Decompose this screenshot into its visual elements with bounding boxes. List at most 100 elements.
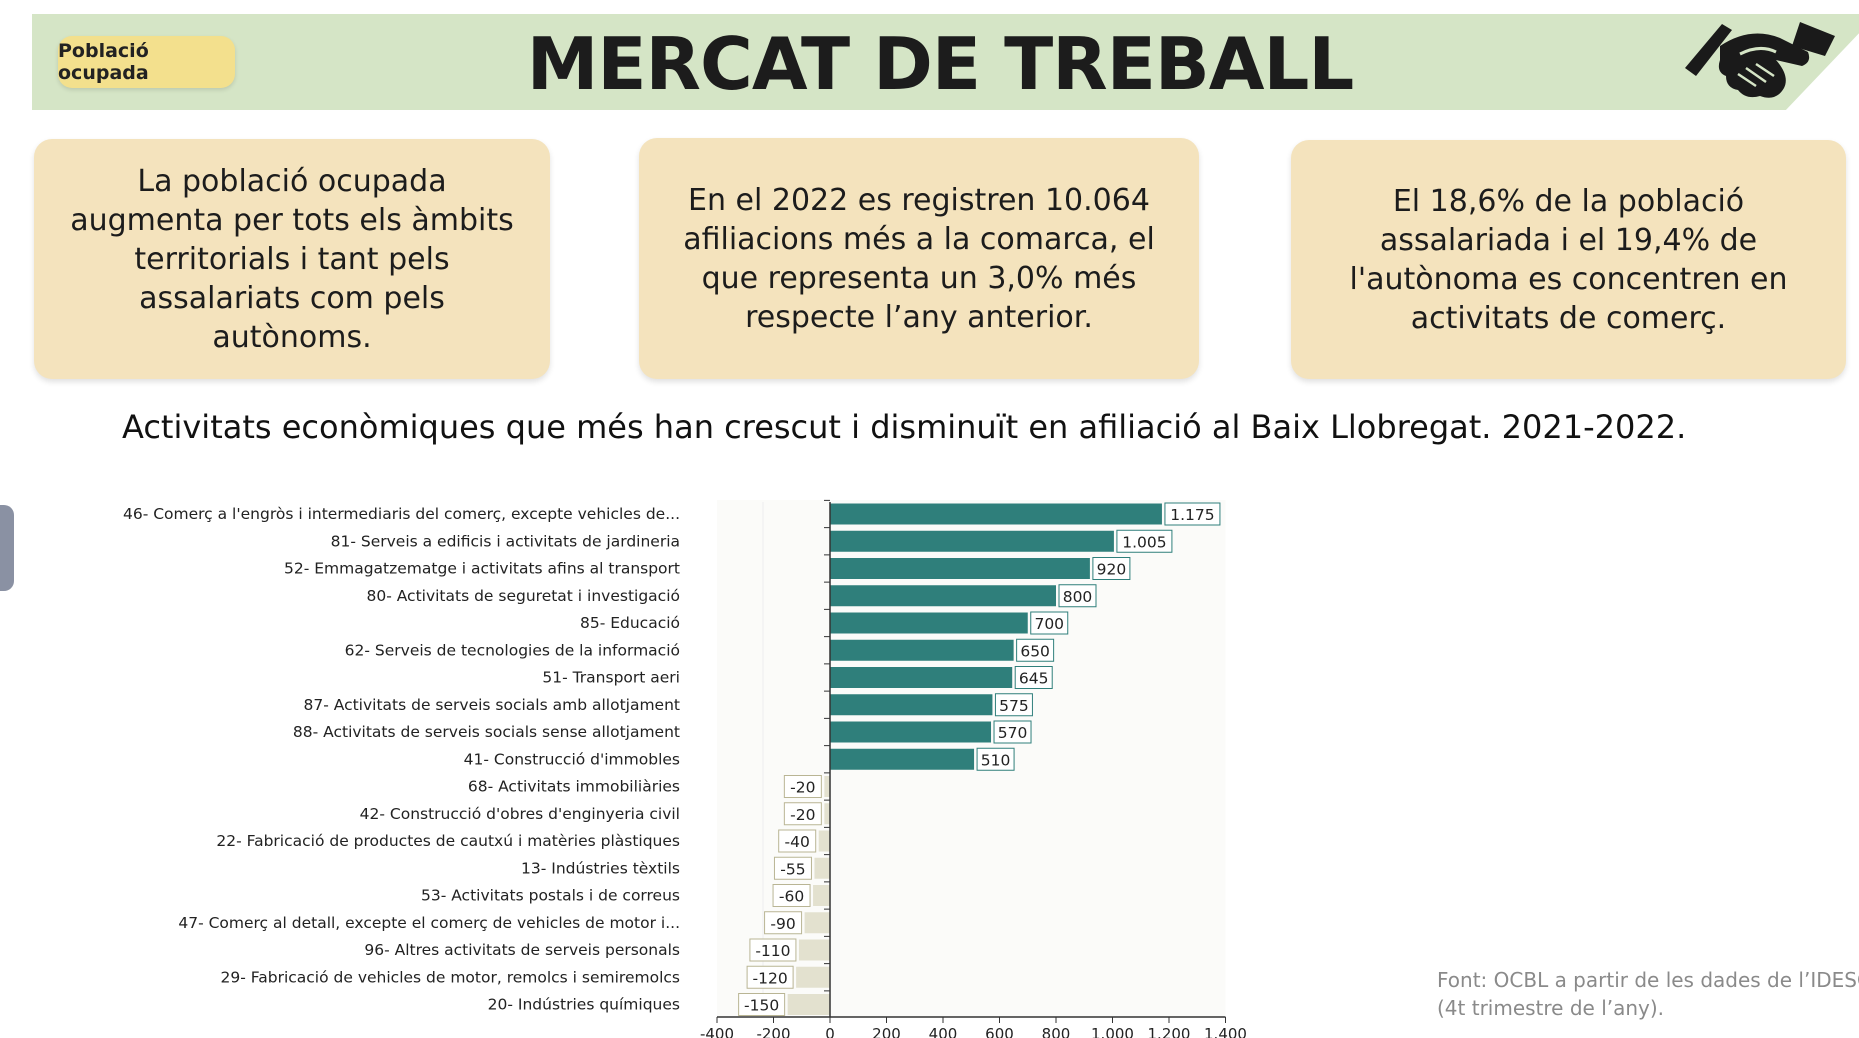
x-tick-label: 600 [985, 1025, 1014, 1038]
data-label-box [1014, 666, 1053, 689]
data-label-box [1164, 502, 1221, 526]
info-card-text: En el 2022 es registren 10.064 afiliacio… [683, 182, 1155, 335]
bar [813, 885, 830, 906]
x-tick-label: -200 [756, 1025, 790, 1038]
category-label: 47- Comerç al detall, excepte el comerç … [178, 914, 680, 932]
x-tick-label: 0 [825, 1025, 835, 1038]
data-label-box [738, 993, 786, 1016]
bar [796, 966, 830, 988]
info-card-affiliations: En el 2022 es registren 10.064 afiliacio… [639, 138, 1199, 379]
info-card-employment: La població ocupada augmenta per tots el… [34, 139, 550, 379]
data-label-box [764, 911, 803, 935]
category-label: 52- Emmagatzematge i activitats afins al… [284, 560, 680, 578]
category-label: 46- Comerç a l'engròs i intermediaris de… [123, 505, 680, 523]
data-label-box [783, 802, 822, 826]
info-card-commerce: El 18,6% de la població assalariada i el… [1291, 140, 1846, 379]
data-label: 700 [1034, 615, 1064, 633]
category-label: 41- Construcció d'immobles [464, 750, 680, 768]
handshake-icon [1685, 22, 1835, 98]
data-label-box [778, 829, 817, 853]
side-scroll-handle[interactable] [0, 505, 14, 591]
info-card-text: La població ocupada augmenta per tots el… [70, 163, 514, 355]
category-label: 29- Fabricació de vehicles de motor, rem… [221, 968, 680, 986]
bar [798, 939, 830, 961]
bar [830, 694, 993, 716]
x-tick-label: 400 [929, 1025, 958, 1038]
category-label: 22- Fabricació de productes de cautxú i … [216, 832, 680, 850]
x-tick-label: 800 [1042, 1025, 1071, 1038]
category-label: 20- Indústries químiques [488, 996, 680, 1014]
data-label: 575 [999, 697, 1029, 715]
bar [830, 558, 1090, 579]
bar [814, 857, 830, 879]
source-note: Font: OCBL a partir de les dades de l’ID… [1437, 968, 1859, 1020]
x-tick-label: 200 [872, 1025, 901, 1038]
category-label: 51- Transport aeri [542, 669, 680, 687]
category-label: 81- Serveis a edificis i activitats de j… [331, 532, 680, 550]
bar [830, 639, 1014, 661]
data-label: -40 [785, 833, 810, 851]
data-label: 920 [1097, 561, 1127, 579]
data-label: -150 [744, 997, 779, 1015]
bar [830, 612, 1028, 634]
category-label: 53- Activitats postals i de correus [421, 887, 680, 905]
data-label: 570 [998, 724, 1028, 742]
category-label: 85- Educació [580, 614, 680, 632]
category-label: 87- Activitats de serveis socials amb al… [304, 696, 681, 714]
data-label-box [1030, 611, 1069, 635]
data-label: -60 [779, 888, 804, 906]
data-label-box [976, 747, 1015, 771]
data-label-box [993, 720, 1032, 744]
chart-title: Activitats econòmiques que més han cresc… [122, 408, 1687, 446]
category-label: 80- Activitats de seguretat i investigac… [366, 587, 680, 605]
data-label-box [749, 938, 797, 962]
data-label-box [1092, 557, 1131, 580]
bar [830, 721, 992, 743]
data-label: -20 [790, 779, 815, 797]
data-label-box [773, 856, 812, 880]
bar [830, 585, 1056, 607]
data-label: 650 [1020, 642, 1050, 660]
data-label: 1.005 [1122, 533, 1166, 551]
category-label: 42- Construcció d'obres d'enginyeria civ… [360, 805, 680, 823]
data-label-box [1016, 638, 1055, 662]
bar [830, 748, 975, 770]
info-card-text: El 18,6% de la població assalariada i el… [1349, 183, 1788, 336]
category-label: 96- Altres activitats de serveis persona… [364, 941, 680, 959]
data-label: -20 [790, 806, 815, 824]
data-label: -90 [770, 915, 795, 933]
category-label: 62- Serveis de tecnologies de la informa… [345, 641, 680, 659]
page-title: MERCAT DE TREBALL [526, 22, 1355, 106]
x-tick-label: -400 [700, 1025, 734, 1038]
data-label: -120 [753, 969, 788, 987]
data-label: -110 [755, 942, 790, 960]
data-label-box [783, 775, 822, 798]
bar [824, 776, 830, 797]
bar [830, 503, 1162, 525]
data-label: -55 [780, 860, 805, 878]
category-label: 68- Activitats immobiliàries [468, 778, 680, 796]
bar [830, 530, 1114, 552]
category-label: 13- Indústries tèxtils [521, 859, 680, 877]
section-badge: Població ocupada [58, 36, 235, 88]
header-band [32, 14, 1859, 110]
data-label-box [1116, 529, 1173, 553]
data-label: 645 [1019, 670, 1049, 688]
x-tick-label: 1.200 [1148, 1025, 1191, 1038]
bar [787, 994, 830, 1015]
x-tick-label: 1.000 [1091, 1025, 1134, 1038]
bar [818, 830, 830, 852]
data-label-box [746, 965, 794, 989]
bar [830, 667, 1013, 688]
category-label: 88- Activitats de serveis socials sense … [293, 723, 680, 741]
data-label: 1.175 [1170, 506, 1214, 524]
data-label: 800 [1063, 588, 1093, 606]
bar-chart: 46- Comerç a l'engròs i intermediaris de… [123, 499, 1247, 1038]
x-tick-label: 1.400 [1204, 1025, 1247, 1038]
data-label-box [772, 884, 811, 907]
bar [804, 912, 830, 934]
bar [824, 803, 830, 825]
data-label-box [1058, 584, 1097, 608]
data-label-box [994, 693, 1033, 717]
data-label: 510 [981, 751, 1011, 769]
